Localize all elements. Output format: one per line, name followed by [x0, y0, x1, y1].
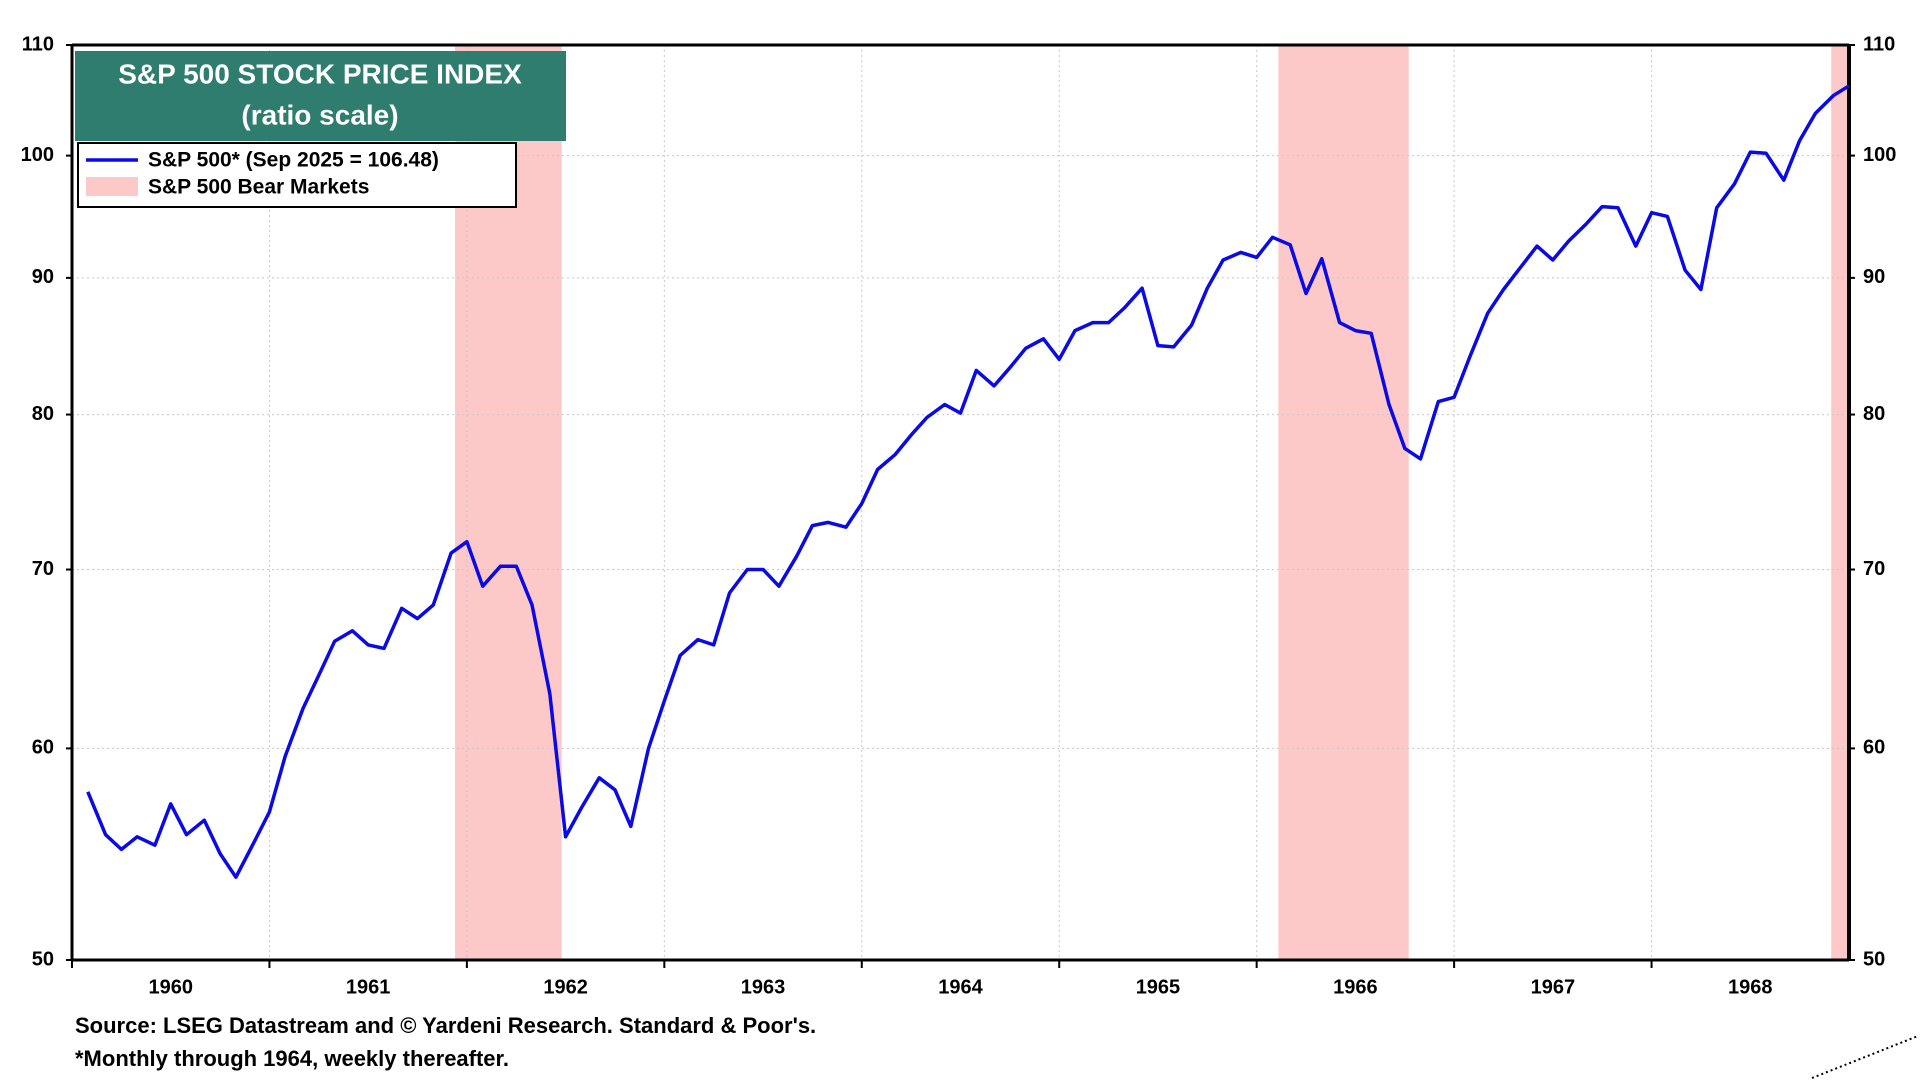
legend-label: S&P 500* (Sep 2025 = 106.48)	[148, 149, 439, 172]
x-tick-label: 1968	[1728, 976, 1773, 998]
series-line	[86, 84, 1850, 879]
y-tick-label: 60	[32, 737, 54, 759]
bear-market-band	[1831, 45, 1849, 960]
source-note: Source: LSEG Datastream and © Yardeni Re…	[75, 1013, 816, 1038]
footnote: *Monthly through 1964, weekly thereafter…	[75, 1046, 509, 1071]
x-tick-label: 1964	[938, 976, 983, 998]
y2-tick-label: 60	[1863, 737, 1885, 759]
y2-tick-label: 70	[1863, 558, 1885, 580]
y2-tick-label: 100	[1863, 144, 1896, 166]
x-tick-label: 1966	[1333, 976, 1378, 998]
legend-swatch	[86, 177, 138, 196]
y2-tick-label: 110	[1863, 33, 1895, 55]
x-tick-label: 1963	[741, 976, 786, 998]
decorative-dots	[1811, 1035, 1919, 1079]
chart-title: S&P 500 STOCK PRICE INDEX	[118, 58, 522, 89]
x-tick-label: 1961	[346, 976, 391, 998]
y-tick-label: 70	[32, 558, 54, 580]
y-tick-label: 80	[32, 403, 54, 425]
y2-tick-label: 50	[1863, 948, 1885, 970]
y2-tick-label: 80	[1863, 403, 1885, 425]
bear-market-band	[1278, 45, 1409, 960]
y-tick-label: 90	[32, 266, 54, 288]
y-tick-label: 110	[22, 33, 54, 55]
chart-subtitle: (ratio scale)	[241, 99, 398, 130]
legend-label: S&P 500 Bear Markets	[148, 176, 369, 199]
x-tick-label: 1960	[148, 976, 193, 998]
title-box	[75, 51, 566, 141]
y2-tick-label: 90	[1863, 266, 1885, 288]
y-tick-label: 50	[32, 948, 54, 970]
x-tick-label: 1967	[1531, 976, 1576, 998]
legend-box	[77, 142, 517, 208]
x-tick-label: 1962	[543, 976, 588, 998]
x-tick-label: 1965	[1136, 976, 1181, 998]
y-tick-label: 100	[21, 144, 54, 166]
